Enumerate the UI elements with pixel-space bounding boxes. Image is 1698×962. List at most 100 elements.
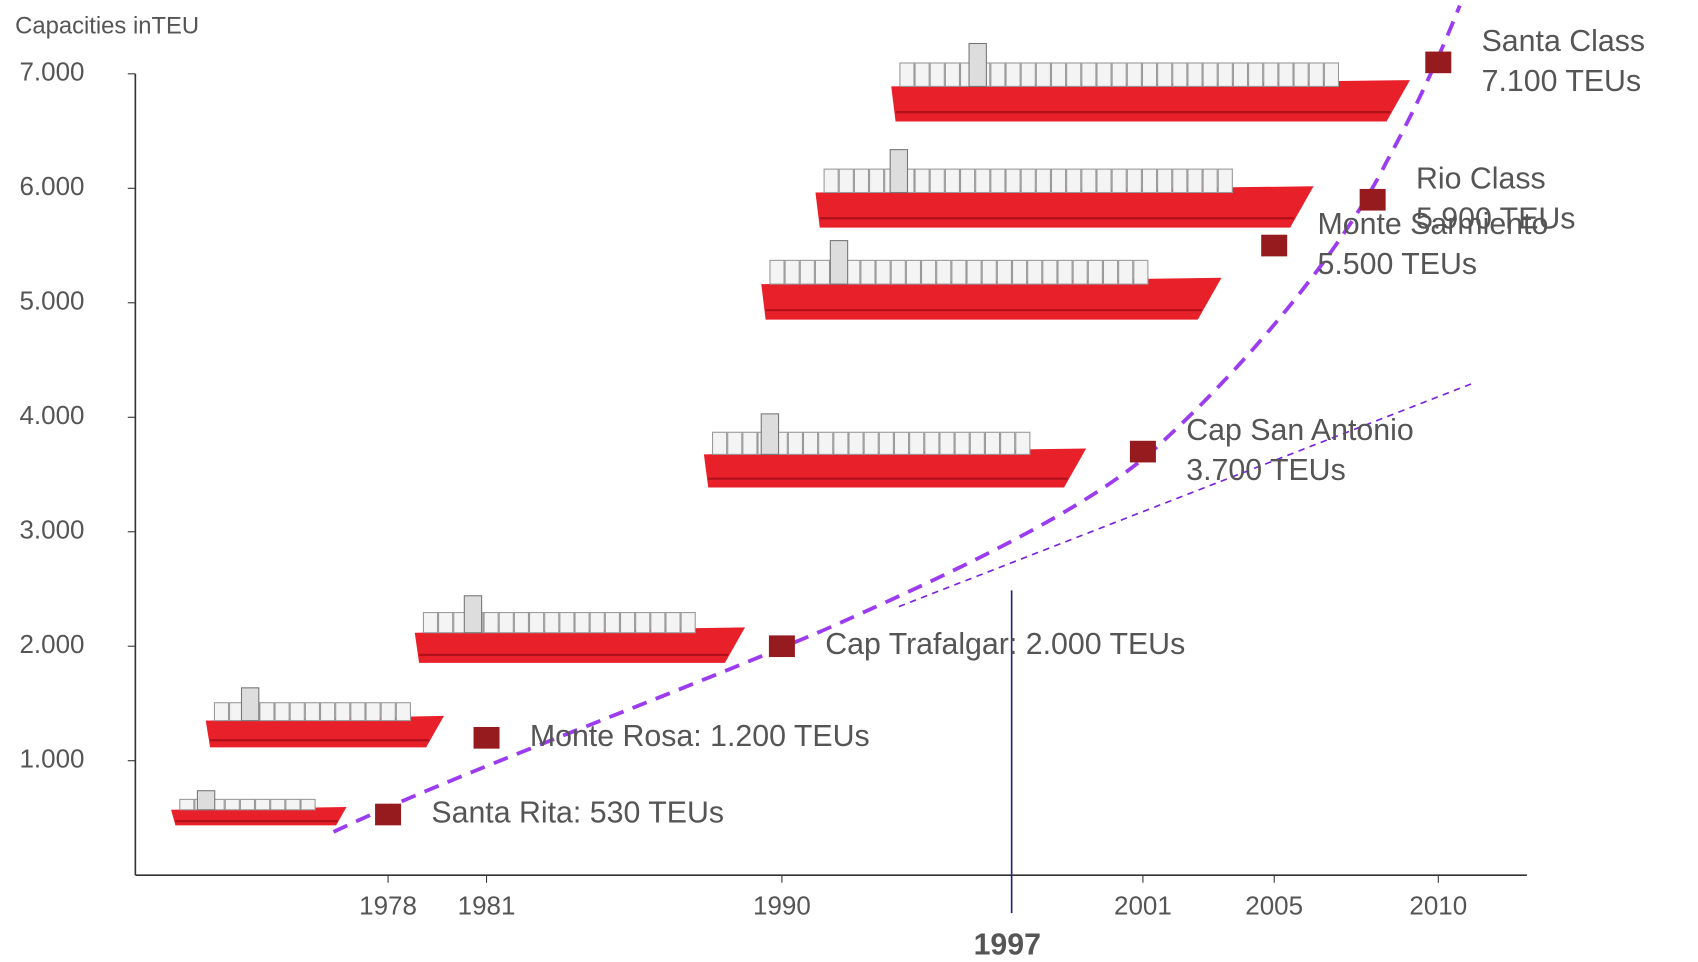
ship-containers — [784, 259, 800, 285]
ship-containers — [380, 702, 396, 722]
ship-containers — [213, 702, 230, 722]
ship-containers — [259, 702, 275, 722]
ship-containers — [853, 168, 870, 194]
ship-containers — [270, 798, 286, 811]
ship-containers — [833, 431, 849, 455]
x-tick-label: 2001 — [1114, 891, 1172, 921]
ship-containers — [1172, 168, 1188, 194]
ship-containers — [814, 259, 831, 285]
y-tick-label: 7.000 — [19, 57, 84, 87]
ship-containers — [635, 612, 651, 634]
point-label: Rio Class — [1416, 162, 1546, 195]
ship-containers — [959, 168, 976, 194]
ship-containers — [929, 168, 945, 194]
ship-bridge — [463, 595, 483, 634]
y-axis-title: Capacities inTEU — [15, 13, 199, 40]
ship-containers — [1111, 62, 1127, 87]
point-label: Monte Sarmiento — [1318, 208, 1549, 241]
ship-containers — [909, 431, 925, 455]
ship-containers — [1217, 62, 1233, 87]
ship-containers — [818, 431, 834, 455]
ship-containers — [1087, 259, 1103, 285]
ship-containers — [1005, 168, 1021, 194]
x-tick-label: 2005 — [1245, 891, 1303, 921]
ship-containers — [712, 431, 728, 455]
ship-containers — [1141, 62, 1158, 87]
ship-containers — [1020, 168, 1036, 194]
ship-containers — [936, 259, 952, 285]
ship-containers — [559, 612, 575, 634]
ship-containers — [905, 259, 922, 285]
ship-bridge — [889, 149, 909, 194]
ship-bridge — [829, 240, 849, 285]
ship-containers — [1027, 259, 1043, 285]
ship-containers — [975, 168, 991, 194]
ship-containers — [1126, 62, 1142, 87]
ship-containers — [179, 798, 195, 811]
ship-containers — [990, 168, 1006, 194]
ship-containers — [1096, 168, 1112, 194]
ship-containers — [875, 259, 891, 285]
point-label: Monte Rosa: 1.200 TEUs — [530, 720, 870, 753]
ship-containers — [1096, 62, 1112, 87]
ship-bridge — [240, 687, 260, 722]
ship-containers — [893, 431, 910, 455]
ship-containers — [742, 431, 758, 455]
ship-containers — [1081, 168, 1097, 194]
point — [1359, 188, 1386, 211]
ship-containers — [1066, 62, 1082, 87]
ship-containers — [969, 431, 985, 455]
ship-containers — [285, 798, 301, 811]
ship-containers — [914, 168, 930, 194]
ship-containers — [365, 702, 381, 722]
ship-containers — [650, 612, 666, 634]
ship-containers — [1248, 62, 1264, 87]
ship-containers — [769, 259, 785, 285]
ship-containers — [1050, 62, 1067, 87]
ship-containers — [1133, 259, 1149, 285]
ship-containers — [954, 431, 970, 455]
ship-containers — [1187, 62, 1203, 87]
ship-containers — [1066, 168, 1082, 194]
ship-containers — [802, 431, 819, 455]
ship-containers — [1042, 259, 1058, 285]
ship-containers — [848, 431, 864, 455]
ship-containers — [395, 702, 411, 722]
ship-containers — [1278, 62, 1294, 87]
ship-containers — [589, 612, 605, 634]
ship-containers — [1020, 62, 1036, 87]
ship-containers — [1005, 62, 1021, 87]
ship-containers — [498, 612, 514, 634]
point-label: 3.700 TEUs — [1186, 454, 1346, 487]
ship-containers — [335, 702, 351, 722]
point — [1261, 234, 1288, 257]
point-label: 5.900 TEUs — [1416, 202, 1576, 235]
ship-containers — [924, 431, 940, 455]
ship-containers — [981, 259, 997, 285]
x-tick-label: 2010 — [1409, 891, 1467, 921]
ship-containers — [1035, 168, 1051, 194]
ship-bridge — [760, 413, 780, 455]
ship-containers — [914, 62, 930, 87]
ship-containers — [1202, 62, 1218, 87]
ship-containers — [1232, 62, 1249, 87]
point-label: 7.100 TEUs — [1482, 65, 1642, 98]
ship-containers — [1015, 431, 1031, 455]
ship-containers — [878, 431, 894, 455]
point-label: Santa Rita: 530 TEUs — [431, 797, 724, 830]
point-label: Cap San Antonio — [1186, 414, 1414, 447]
ship-containers — [1118, 259, 1134, 285]
ship-containers — [350, 702, 366, 722]
ship-containers — [438, 612, 454, 634]
ship-containers — [665, 612, 681, 634]
ship-containers — [304, 702, 320, 722]
ship-containers — [422, 612, 439, 634]
ship-containers — [996, 259, 1012, 285]
x-tick-label: 1978 — [359, 891, 417, 921]
ship-containers — [1050, 168, 1067, 194]
y-tick-label: 6.000 — [19, 171, 84, 201]
ship-containers — [680, 612, 696, 634]
point-label: 5.500 TEUs — [1318, 248, 1478, 281]
ship-containers — [1102, 259, 1119, 285]
